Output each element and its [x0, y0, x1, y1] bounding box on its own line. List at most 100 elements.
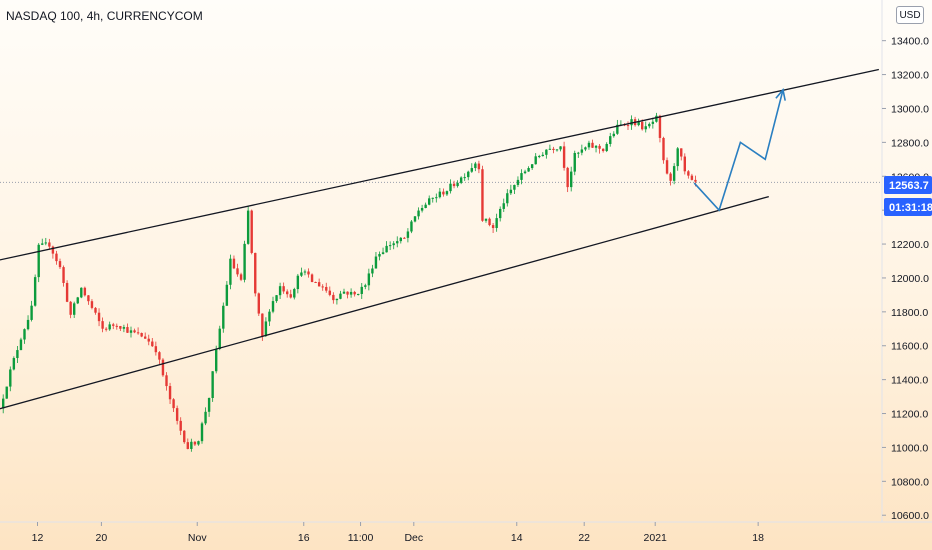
candle-body: [346, 291, 349, 295]
candle-body: [119, 326, 122, 329]
upper-channel-trendline[interactable]: [0, 68, 879, 261]
candle-body: [200, 423, 204, 442]
projection-layer[interactable]: [693, 88, 786, 212]
candle-body: [459, 177, 463, 183]
candle-body: [175, 408, 179, 421]
candle-body: [357, 293, 360, 295]
candle-body: [367, 273, 371, 286]
y-tick-label: 12000.0: [891, 273, 929, 285]
candle-body: [275, 295, 278, 302]
candle-body: [261, 313, 264, 337]
candle-body: [58, 261, 62, 268]
candle-body: [594, 145, 598, 148]
candle-body: [506, 193, 509, 204]
candle-body: [598, 145, 601, 149]
candle-body: [580, 149, 584, 153]
candle-body: [609, 136, 612, 144]
trendlines-layer[interactable]: [0, 68, 879, 411]
candle-body: [381, 252, 385, 254]
candle-body: [286, 291, 289, 295]
candle-body: [587, 142, 591, 148]
candle-body: [570, 171, 573, 188]
candle-body: [467, 171, 470, 178]
candle-body: [690, 175, 694, 180]
candle-body: [520, 173, 523, 180]
y-axis-ticks[interactable]: 10600.0 10800.0 11000.0 11200.0 11400.0 11600…: [882, 36, 929, 523]
candle-body: [257, 293, 260, 314]
x-tick-label: Dec: [404, 532, 423, 544]
last-price-label-bg: [884, 176, 932, 194]
candle-body: [566, 167, 569, 188]
candle-body: [342, 291, 346, 294]
candle-body: [424, 204, 427, 208]
candle-body: [16, 350, 19, 359]
candle-body: [325, 286, 328, 291]
candle-body: [239, 274, 243, 280]
candle-body: [300, 272, 303, 276]
candle-body: [41, 243, 44, 245]
candle-body: [83, 287, 87, 296]
y-tick-label: 12200.0: [891, 239, 929, 251]
candle-body: [616, 124, 619, 134]
candle-body: [573, 152, 576, 172]
candle-body: [30, 305, 33, 320]
candle-body: [559, 146, 562, 150]
candle-body: [94, 307, 97, 313]
candle-body: [112, 324, 115, 326]
x-tick-label: 2021: [644, 532, 668, 544]
candle-body: [122, 327, 126, 329]
candle-body: [229, 258, 232, 285]
candle-body: [442, 191, 445, 195]
candle-body: [151, 341, 154, 347]
candle-body: [392, 243, 395, 246]
candle-body: [12, 358, 16, 370]
candle-body: [420, 207, 424, 211]
candle-body: [360, 286, 363, 294]
y-tick-label: 11800.0: [891, 307, 928, 319]
candle-body: [108, 324, 111, 330]
y-tick-label: 12800.0: [891, 137, 929, 149]
candle-body: [232, 258, 236, 269]
candle-body: [211, 371, 214, 399]
candle-body: [417, 210, 420, 217]
currency-badge[interactable]: USD: [896, 6, 924, 24]
candle-body: [523, 171, 527, 174]
x-tick-label: 22: [578, 532, 590, 544]
candle-body: [51, 246, 55, 254]
candle-body: [349, 291, 353, 295]
y-tick-label: 13000.0: [891, 103, 929, 115]
candle-body: [250, 210, 253, 253]
candle-body: [186, 442, 189, 449]
candle-body: [584, 147, 587, 150]
candle-body: [136, 332, 140, 334]
candle-body: [207, 398, 211, 412]
lower-channel-trendline[interactable]: [0, 195, 769, 411]
candle-body: [477, 163, 481, 170]
candle-body: [470, 168, 473, 172]
candle-body: [183, 430, 186, 443]
candle-body: [73, 303, 76, 315]
candle-body: [385, 245, 388, 253]
axes-layer: [0, 0, 932, 523]
candle-body: [289, 294, 292, 298]
y-tick-label: 11600.0: [891, 341, 928, 353]
candle-body: [662, 137, 665, 161]
candle-body: [364, 285, 367, 287]
candle-body: [19, 339, 23, 351]
candle-body: [339, 293, 342, 299]
x-axis-ticks[interactable]: 12 20 Nov 16 11:00 Dec 14 22 2021 18: [32, 522, 764, 544]
candle-body: [456, 182, 459, 187]
candle-body: [541, 154, 544, 157]
candle-body: [65, 282, 69, 302]
y-tick-label: 10600.0: [891, 510, 929, 522]
candle-body: [648, 123, 651, 127]
candle-body: [438, 191, 442, 198]
candle-body: [48, 242, 51, 247]
candle-body: [104, 328, 108, 330]
y-tick-label: 13400.0: [891, 36, 929, 48]
projection-path[interactable]: [693, 89, 784, 212]
candle-body: [225, 284, 229, 306]
x-tick-label: 20: [96, 532, 108, 544]
symbol-title[interactable]: NASDAQ 100, 4h, CURRENCYCOM: [6, 9, 203, 23]
